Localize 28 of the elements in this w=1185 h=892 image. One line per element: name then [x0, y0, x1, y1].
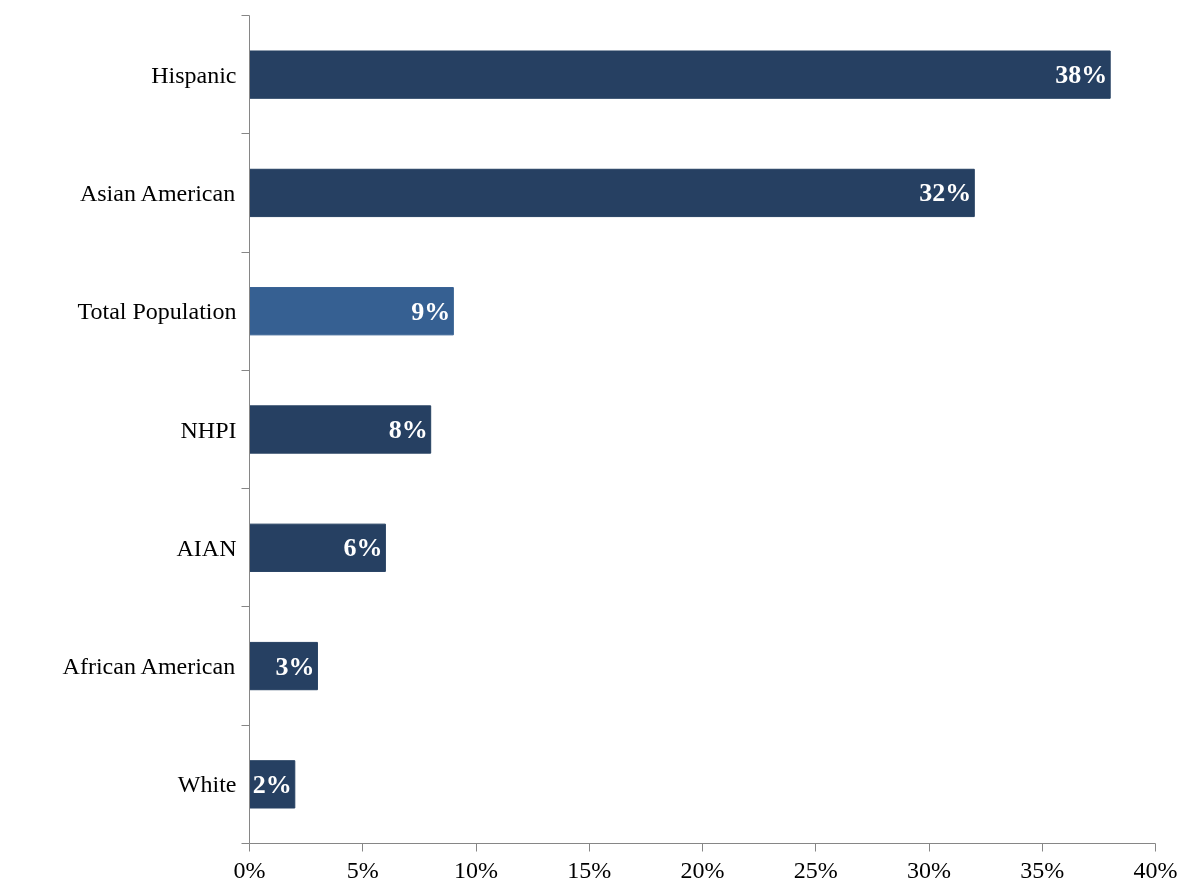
x-tick-label: 10%	[454, 856, 498, 883]
data-label: 2%	[252, 769, 292, 799]
x-tick-label: 5%	[346, 856, 379, 883]
x-tick-label: 40%	[1133, 856, 1178, 883]
data-label: 38%	[1055, 60, 1108, 90]
x-tick-label: 0%	[233, 856, 266, 883]
bar	[249, 287, 454, 336]
data-label: 32%	[919, 178, 972, 208]
x-tick-label: 30%	[907, 856, 951, 883]
data-label: 9%	[411, 296, 451, 326]
data-label: 8%	[388, 415, 428, 444]
y-tick-label: Hispanic	[151, 61, 237, 88]
x-tick-label: 25%	[793, 856, 838, 883]
x-tick-label: 35%	[1020, 856, 1065, 883]
x-tick-label: 15%	[567, 856, 612, 883]
bar	[249, 50, 1111, 99]
data-label: 6%	[343, 533, 383, 563]
y-tick-label: NHPI	[180, 416, 237, 443]
y-tick-label: Total Population	[77, 298, 237, 325]
bar	[249, 168, 975, 218]
bar	[249, 523, 386, 572]
y-tick-label: White	[177, 771, 237, 798]
bar	[249, 405, 432, 454]
y-tick-label: African American	[62, 653, 236, 680]
data-label: 3%	[275, 651, 315, 681]
y-tick-label: Asian American	[79, 179, 236, 206]
x-tick-label: 20%	[680, 856, 725, 883]
y-tick-label: AIAN	[176, 534, 237, 561]
